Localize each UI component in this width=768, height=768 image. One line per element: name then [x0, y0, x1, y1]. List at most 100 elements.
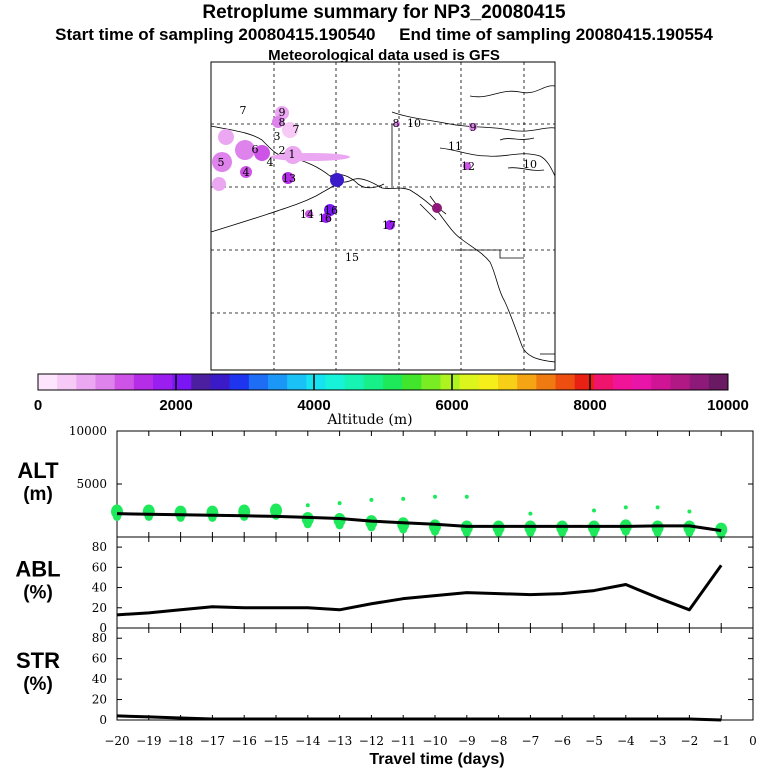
x-tick-label: −8	[490, 734, 508, 748]
cluster-marker	[240, 166, 252, 178]
cluster-label: 13	[282, 172, 296, 185]
cluster-label: 11	[448, 140, 462, 153]
cluster-marker	[212, 152, 232, 172]
colorbar-swatch	[421, 374, 441, 390]
cluster-label: 3	[274, 130, 281, 143]
cluster-marker	[463, 162, 471, 170]
cluster-marker	[282, 122, 298, 138]
x-tick-label: −13	[327, 734, 352, 748]
cluster-marker	[235, 140, 255, 160]
alt-upper-point	[401, 496, 406, 501]
colorbar-tick-label: 10000	[707, 397, 749, 414]
y-tick-label: 60	[92, 560, 107, 574]
panel-ylabel: ABL	[15, 557, 60, 582]
colorbar-swatch	[555, 374, 575, 390]
colorbar-swatch	[248, 374, 269, 390]
alt-cluster-point	[621, 527, 630, 536]
cluster-marker	[218, 129, 234, 145]
colorbar-swatch	[440, 374, 460, 390]
panel-ylabel: STR	[16, 648, 60, 673]
series-line-str	[116, 714, 722, 722]
alt-cluster-point	[526, 528, 535, 537]
map-frame	[210, 61, 556, 371]
x-tick-label: −3	[649, 734, 667, 748]
cluster-marker	[282, 172, 294, 184]
cluster-marker	[254, 145, 270, 161]
series-line-abl	[116, 564, 723, 617]
x-tick-label: −4	[617, 734, 635, 748]
cluster-marker	[324, 204, 336, 216]
cluster-label: 16	[318, 212, 332, 225]
cluster-label: 6	[252, 143, 259, 156]
cluster-label: 7	[240, 104, 247, 117]
alt-upper-point	[528, 511, 533, 516]
colorbar-swatch	[191, 374, 211, 390]
panel-frame	[116, 536, 754, 629]
cluster-label: 9	[470, 121, 477, 134]
colorbar-swatch	[57, 374, 77, 390]
x-tick-label: 0	[749, 734, 757, 748]
y-tick-label: 40	[92, 581, 107, 595]
met-data-subtitle: Meteorological data used is GFS	[268, 47, 500, 64]
alt-upper-point	[592, 508, 596, 513]
alt-upper-point	[655, 505, 660, 510]
cluster-label: 1	[289, 148, 296, 161]
y-tick-label: 0	[99, 621, 107, 635]
cluster-marker	[212, 177, 226, 191]
cluster-marker	[432, 203, 442, 213]
colorbar-swatch	[670, 374, 690, 390]
colorbar-swatch	[363, 374, 384, 390]
y-tick-label: 80	[92, 540, 107, 554]
alt-cluster-point	[558, 528, 567, 537]
cluster-marker	[394, 121, 400, 127]
alt-upper-point	[687, 509, 692, 514]
y-tick-label: 0	[99, 713, 107, 727]
colorbar-swatch	[593, 374, 614, 390]
cluster-marker	[272, 116, 284, 128]
colorbar-swatch	[268, 374, 288, 390]
cluster-label: 8	[393, 117, 400, 130]
x-axis-title: Travel time (days)	[369, 751, 504, 768]
colorbar-swatch	[536, 374, 556, 390]
colorbar-swatch	[133, 374, 154, 390]
colorbar-swatch	[76, 374, 96, 390]
colorbar-swatch	[383, 374, 403, 390]
colorbar-swatch	[114, 374, 135, 390]
colorbar-swatch	[153, 374, 173, 390]
cluster-label: 10	[407, 117, 421, 130]
colorbar-swatch	[574, 374, 595, 390]
colorbar-swatch	[613, 374, 633, 390]
alt-cluster-point	[685, 528, 694, 537]
colorbar-swatch	[651, 374, 671, 390]
panel-ylabel-unit: (%)	[23, 674, 53, 695]
y-tick-label: 10000	[69, 424, 107, 438]
cluster-label: 4	[243, 166, 250, 179]
panel-abl: 0 20 40 60 80 ABL(%)	[15, 536, 754, 635]
alt-upper-point	[369, 497, 374, 502]
alt-upper-point	[433, 494, 437, 499]
colorbar-swatch	[498, 374, 518, 390]
alt-upper-point	[337, 501, 342, 506]
series-line-alt	[116, 512, 722, 533]
cluster-marker	[385, 220, 395, 230]
cluster-marker	[284, 146, 302, 164]
x-tick-label: −7	[522, 734, 540, 748]
cluster-label: 5	[218, 156, 225, 169]
x-tick-label: −9	[458, 734, 476, 748]
cluster-marker	[469, 123, 477, 131]
x-tick-label: −15	[263, 734, 288, 748]
alt-cluster-point	[367, 523, 376, 532]
y-tick-label: 60	[92, 652, 107, 666]
colorbar-swatch	[210, 374, 230, 390]
alt-upper-point	[623, 505, 628, 510]
alt-cluster-point	[590, 528, 598, 537]
colorbar-frame	[37, 373, 729, 391]
cluster-label: 12	[461, 160, 475, 173]
panel-alt: 5000 10000 ALT(m)	[17, 424, 754, 539]
colorbar-tick-label: 6000	[435, 397, 468, 414]
x-tick-label: −19	[136, 734, 161, 748]
colorbar-tick-label: 0	[34, 397, 42, 414]
